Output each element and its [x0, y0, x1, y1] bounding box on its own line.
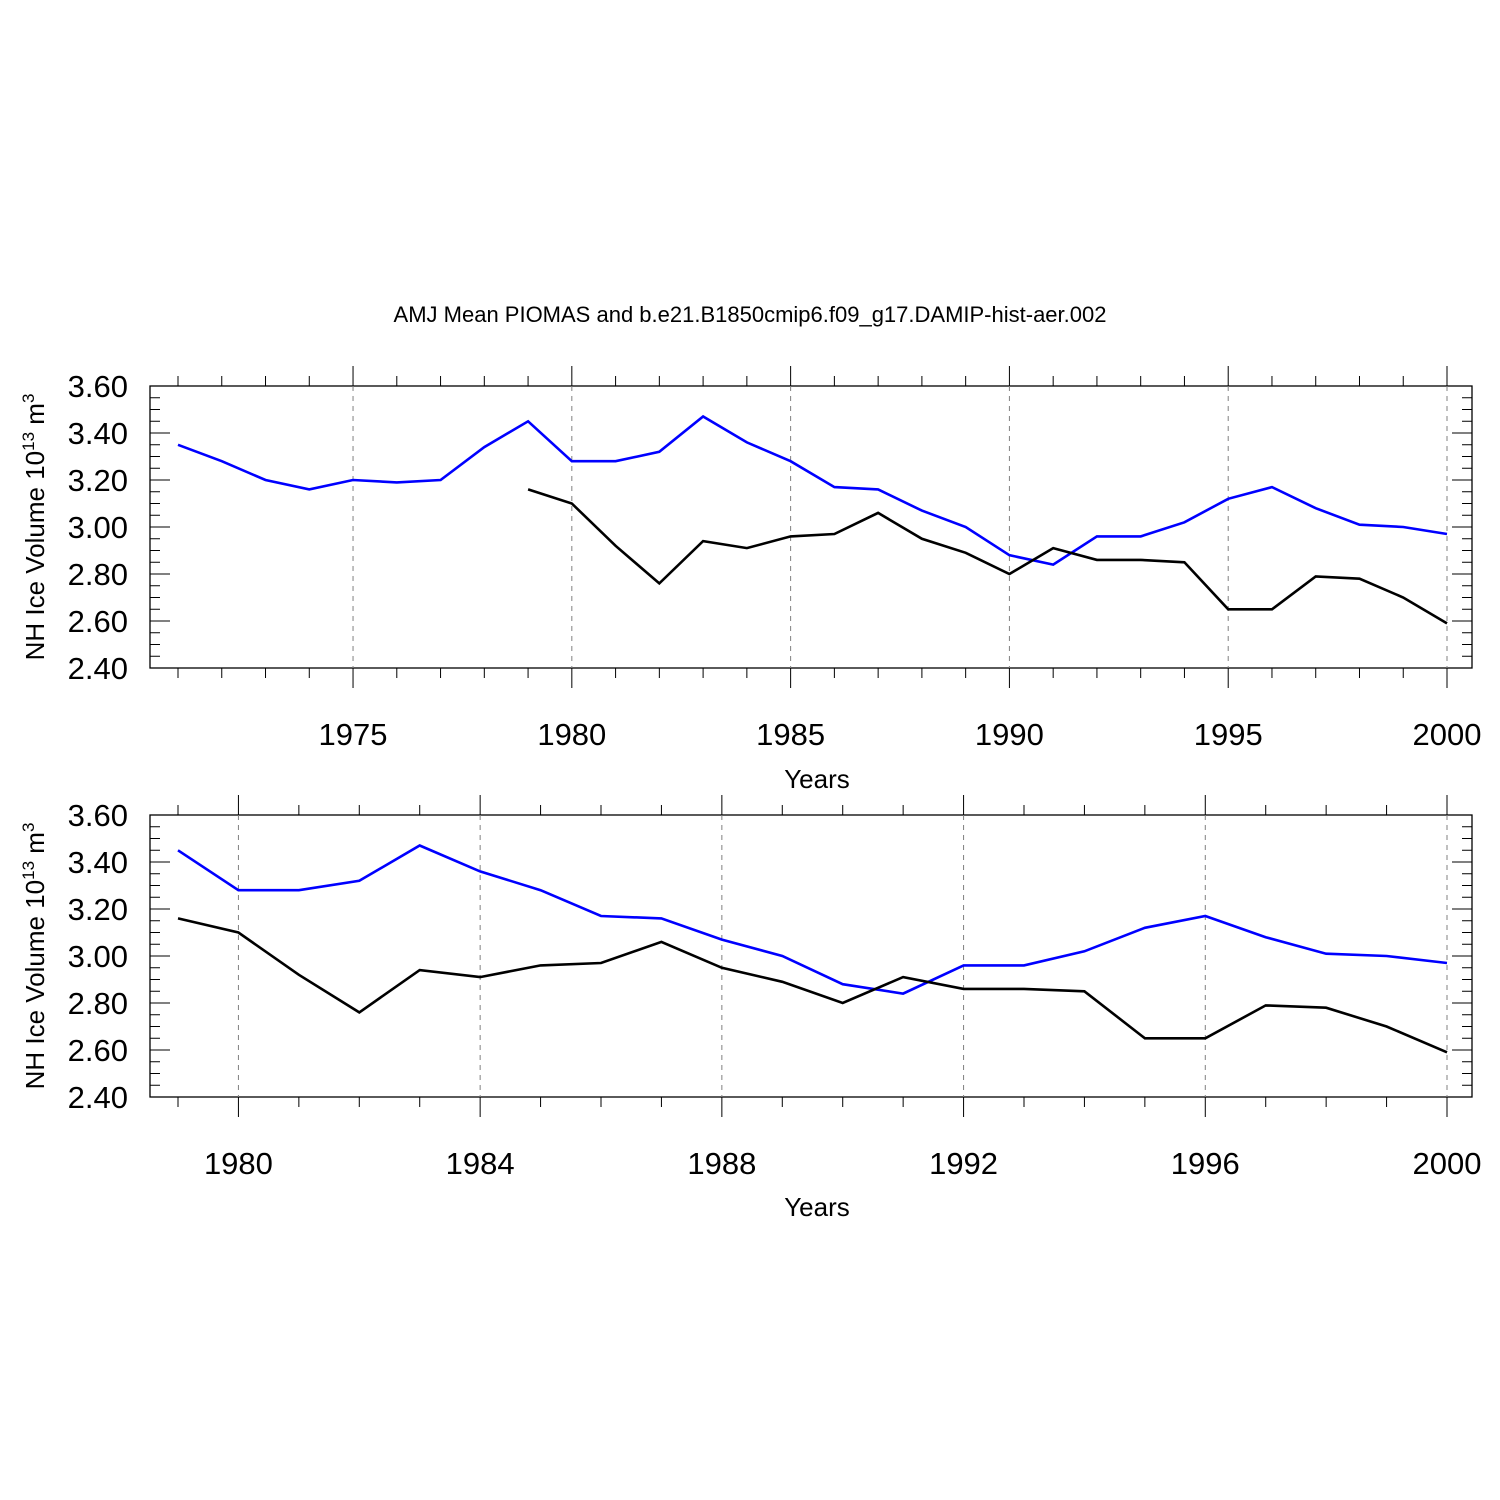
y-tick-label: 3.20 [68, 892, 128, 927]
plot-frame [149, 814, 1473, 1098]
y-axis-label-unit: m [20, 403, 50, 432]
top-panel: 1975 1980 1985 1990 1995 2000 2.40 2.60 2.80 3.00… [19, 366, 1481, 794]
series-line-black [527, 488, 1448, 625]
x-tick-label: 1995 [1194, 717, 1263, 752]
series-line-blue [177, 844, 1448, 995]
y-tick-label: 3.40 [68, 845, 128, 880]
y-tick-label: 3.60 [68, 369, 128, 404]
x-tick-label: 1988 [687, 1146, 756, 1181]
y-tick-label: 3.20 [68, 463, 128, 498]
y-axis-label-exponent: 13 [19, 432, 38, 451]
y-tick-label: 3.00 [68, 510, 128, 545]
y-tick-label: 2.60 [68, 604, 128, 639]
chart-title: AMJ Mean PIOMAS and b.e21.B1850cmip6.f09… [394, 302, 1107, 327]
y-axis-label-unit: m [20, 832, 50, 861]
series-line-black [177, 917, 1448, 1054]
series-line-blue [177, 414, 1448, 566]
y-tick-label: 2.80 [68, 557, 128, 592]
y-axis-label: NH Ice Volume 1013 m3 [19, 394, 50, 661]
y-tick-label: 2.80 [68, 986, 128, 1021]
x-tick-label: 1975 [319, 717, 388, 752]
x-axis-label: Years [784, 764, 850, 794]
y-tick-label: 3.00 [68, 939, 128, 974]
x-tick-label: 1996 [1171, 1146, 1240, 1181]
y-tick-label: 3.60 [68, 798, 128, 833]
x-tick-label: 1984 [446, 1146, 515, 1181]
y-tick-label: 3.40 [68, 416, 128, 451]
y-axis-label-unit-exponent: 3 [19, 394, 38, 403]
y-axis-label-unit-exponent: 3 [19, 823, 38, 832]
y-tick-label: 2.60 [68, 1033, 128, 1068]
plot-frame [149, 385, 1473, 669]
y-tick-label: 2.40 [68, 1080, 128, 1115]
bottom-panel: 1980 1984 1988 1992 1996 2000 2.40 2.60 2.80 3.00… [19, 795, 1481, 1222]
y-axis-label-exponent: 13 [19, 861, 38, 880]
x-tick-label: 1990 [975, 717, 1044, 752]
x-tick-label: 1985 [756, 717, 825, 752]
y-axis-label: NH Ice Volume 1013 m3 [19, 823, 50, 1090]
x-tick-label: 1980 [537, 717, 606, 752]
x-tick-label: 1980 [204, 1146, 273, 1181]
x-axis-label: Years [784, 1192, 850, 1222]
y-tick-label: 2.40 [68, 651, 128, 686]
x-tick-label: 1992 [929, 1146, 998, 1181]
y-axis-label-base: NH Ice Volume 10 [20, 451, 50, 661]
y-axis-label-base: NH Ice Volume 10 [20, 880, 50, 1090]
x-tick-label: 2000 [1413, 1146, 1482, 1181]
x-tick-label: 2000 [1413, 717, 1482, 752]
